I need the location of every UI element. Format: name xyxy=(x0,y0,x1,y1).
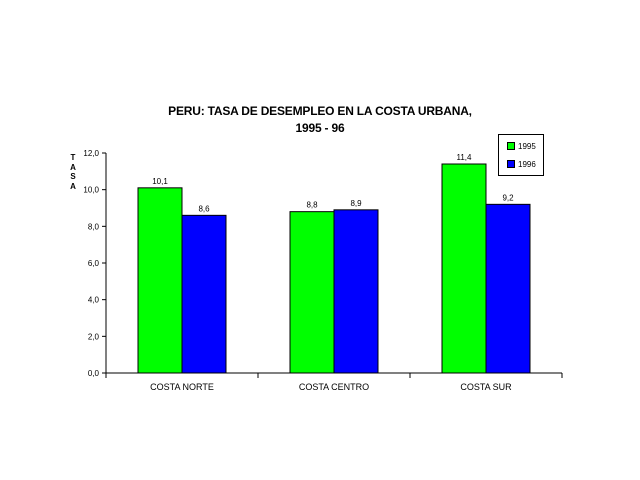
bar xyxy=(137,187,183,374)
y-axis-label-letter: T xyxy=(70,153,76,162)
data-label: 10,1 xyxy=(152,177,168,186)
chart-title-line2: 1995 - 96 xyxy=(295,121,345,135)
x-tick-label: COSTA CENTRO xyxy=(299,382,369,392)
y-tick-label: 10,0 xyxy=(83,186,99,195)
y-tick-label: 4,0 xyxy=(88,296,100,305)
chart-title-line1: PERU: TASA DE DESEMPLEO EN LA COSTA URBA… xyxy=(168,104,472,118)
legend-swatch-1995 xyxy=(507,142,515,150)
y-tick-label: 8,0 xyxy=(88,222,100,231)
bar xyxy=(333,209,379,374)
x-tick-label: COSTA NORTE xyxy=(150,382,214,392)
bar xyxy=(181,214,227,374)
legend-label-1995: 1995 xyxy=(518,141,536,151)
legend-item-1995: 1995 xyxy=(507,140,536,152)
bar xyxy=(485,203,531,374)
y-axis-label-letter: A xyxy=(70,162,76,172)
y-tick-label: 2,0 xyxy=(88,332,100,341)
data-label: 8,9 xyxy=(350,199,362,208)
data-label: 11,4 xyxy=(457,153,473,162)
data-label: 9,2 xyxy=(502,193,514,202)
bar xyxy=(441,163,487,374)
y-axis-label-letter: S xyxy=(70,172,76,181)
x-tick-label: COSTA SUR xyxy=(460,382,512,392)
legend-label-1996: 1996 xyxy=(518,159,536,169)
y-tick-label: 12,0 xyxy=(83,149,99,158)
data-label: 8,8 xyxy=(306,201,318,210)
legend: 1995 1996 xyxy=(498,134,544,176)
y-tick-label: 0,0 xyxy=(88,369,100,378)
legend-swatch-1996 xyxy=(507,160,515,168)
y-axis-label-letter: A xyxy=(70,181,76,191)
legend-item-1996: 1996 xyxy=(507,158,536,170)
data-label: 8,6 xyxy=(198,204,210,213)
bar xyxy=(289,211,335,374)
y-tick-label: 6,0 xyxy=(88,259,100,268)
